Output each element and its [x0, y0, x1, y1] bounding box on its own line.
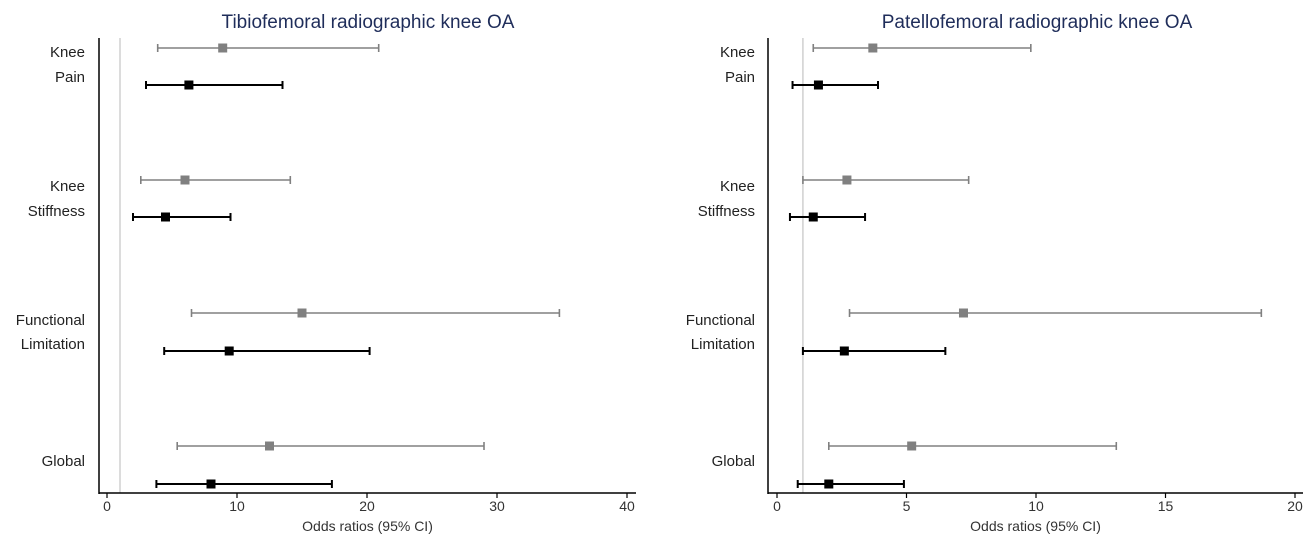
x-tick-label: 10 [229, 498, 245, 514]
odds-ratio-point [218, 43, 228, 53]
category-label: Pain [725, 69, 755, 86]
odds-ratio-point [808, 212, 818, 222]
x-tick-label: 5 [903, 498, 911, 514]
category-label: Stiffness [28, 203, 85, 220]
x-tick-label: 30 [489, 498, 505, 514]
category-label: Global [712, 453, 755, 470]
x-tick-label: 20 [1287, 498, 1303, 514]
chart-title: Tibiofemoral radiographic knee OA [222, 12, 515, 33]
category-label: Pain [55, 69, 85, 86]
odds-ratio-point [297, 308, 307, 318]
x-tick-label: 20 [359, 498, 375, 514]
odds-ratio-point [184, 80, 194, 90]
x-tick-label: 15 [1158, 498, 1174, 514]
odds-ratio-point [842, 175, 852, 185]
x-tick-label: 0 [103, 498, 111, 514]
category-label: Knee [720, 44, 755, 61]
odds-ratio-point [907, 441, 917, 451]
x-tick-label: 0 [773, 498, 781, 514]
odds-ratio-point [958, 308, 968, 318]
odds-ratio-point [824, 479, 834, 489]
category-label: Stiffness [698, 203, 755, 220]
odds-ratio-point [180, 175, 190, 185]
odds-ratio-point [161, 212, 170, 222]
category-label: Limitation [691, 336, 755, 353]
category-label: Knee [50, 178, 85, 195]
odds-ratio-point [206, 479, 216, 489]
category-label: Functional [686, 312, 755, 329]
category-label: Functional [16, 312, 85, 329]
category-label: Knee [720, 178, 755, 195]
odds-ratio-point [839, 346, 849, 356]
odds-ratio-point [868, 43, 878, 53]
x-tick-label: 40 [619, 498, 635, 514]
category-label: Global [42, 453, 85, 470]
odds-ratio-point [265, 441, 274, 451]
x-tick-label: 10 [1028, 498, 1044, 514]
x-axis-label: Odds ratios (95% CI) [970, 518, 1101, 534]
odds-ratio-point [224, 346, 234, 356]
odds-ratio-point [813, 80, 823, 90]
category-label: Limitation [21, 336, 85, 353]
category-label: Knee [50, 44, 85, 61]
x-axis-label: Odds ratios (95% CI) [302, 518, 433, 534]
chart-title: Patellofemoral radiographic knee OA [882, 12, 1193, 33]
